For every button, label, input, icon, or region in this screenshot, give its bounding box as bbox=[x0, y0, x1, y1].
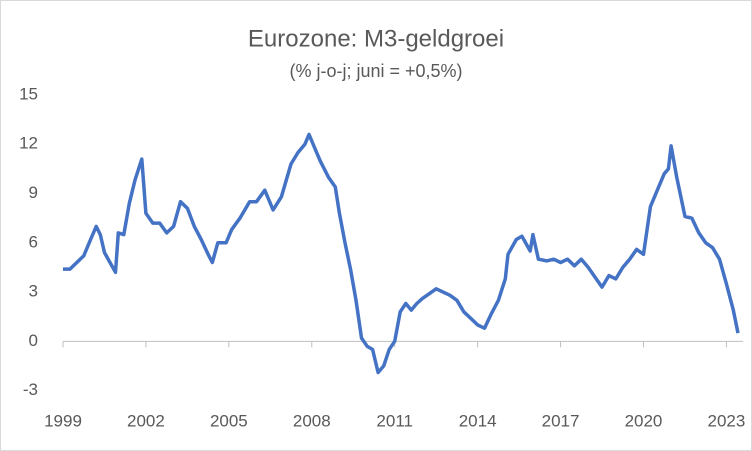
y-tick-label: 15 bbox=[19, 84, 38, 103]
x-tick-label: 2008 bbox=[293, 411, 331, 430]
x-tick-label: 1999 bbox=[44, 411, 82, 430]
chart-subtitle: (% j-o-j; juni = +0,5%) bbox=[289, 61, 462, 81]
y-tick-label: 0 bbox=[29, 331, 38, 350]
y-tick-label: 12 bbox=[19, 134, 38, 153]
x-tick-label: 2005 bbox=[210, 411, 248, 430]
y-tick-label: 3 bbox=[29, 282, 38, 301]
data-line bbox=[63, 132, 740, 375]
y-tick-label: 6 bbox=[29, 232, 38, 251]
x-tick-label: 2011 bbox=[376, 411, 413, 430]
x-tick-label: 2017 bbox=[542, 411, 580, 430]
x-tick-label: 2002 bbox=[127, 411, 165, 430]
y-tick-label: 9 bbox=[29, 183, 38, 202]
x-tick-label: 2023 bbox=[708, 411, 746, 430]
x-tick-label: 2020 bbox=[625, 411, 663, 430]
chart-title: Eurozone: M3-geldgroei bbox=[248, 25, 504, 52]
y-tick-label: -3 bbox=[23, 380, 38, 399]
x-tick-label: 2014 bbox=[459, 411, 497, 430]
